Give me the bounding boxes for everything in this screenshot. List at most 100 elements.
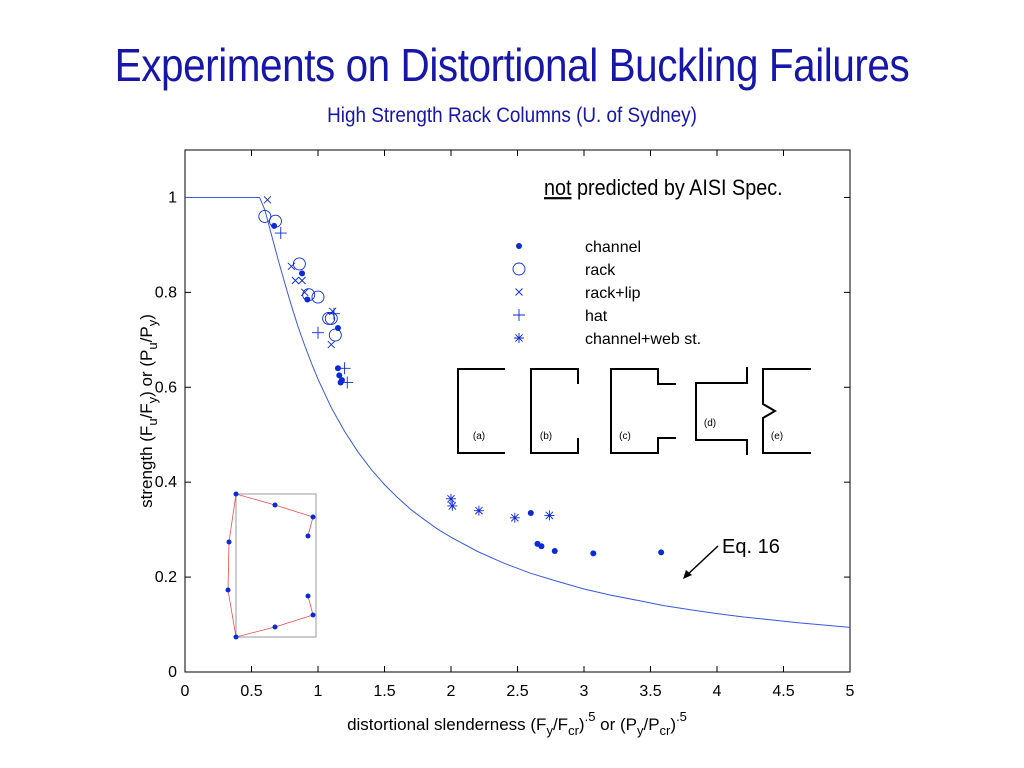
y-axis-label-text: ): [137, 314, 156, 320]
x-axis-label-text: or (P: [595, 715, 637, 734]
buckling-mode-inset: [225, 491, 317, 640]
x-tick-label: 2: [447, 683, 456, 700]
series-rack: [258, 209, 342, 342]
inset-node: [272, 624, 278, 630]
inset-nodes: [225, 491, 316, 640]
aisi-note-underlined: not: [544, 176, 572, 200]
section-a: [457, 368, 505, 454]
data-point: [312, 326, 324, 339]
x-tick-label: 1: [314, 683, 323, 700]
data-point: [336, 372, 343, 379]
eq16-arrowhead: [683, 570, 692, 579]
eq16-arrow-line: [685, 545, 719, 577]
x-axis-label-text: ): [579, 715, 585, 734]
cross-section-sketches: [457, 367, 811, 455]
x-axis-label-sub: y: [637, 723, 644, 738]
y-axis-label-sub: y: [145, 396, 160, 403]
legend-entry: hat: [513, 308, 608, 325]
y-tick-label: 0.8: [155, 284, 177, 301]
legend-entry: channel+web st.: [514, 331, 701, 348]
section-d: [695, 367, 748, 455]
data-point: [551, 547, 558, 554]
data-point: [300, 288, 309, 297]
page-subtitle: High Strength Rack Columns (U. of Sydney…: [327, 104, 697, 127]
data-point: [322, 312, 336, 325]
inset-node: [233, 634, 239, 640]
x-axis-label-text: ): [670, 715, 676, 734]
y-axis-label-sub: u: [145, 342, 160, 349]
y-tick-labels: 0 0.2 0.4 0.6 0.8 1: [155, 189, 177, 681]
section-c: [610, 368, 676, 454]
inset-node: [226, 539, 232, 545]
legend-entry: rack+lip: [515, 285, 641, 302]
y-axis-label-text: /P: [137, 326, 156, 342]
section-labels: (a) (b) (c) (d) (e): [473, 418, 783, 442]
x-axis-label-sup: .5: [585, 709, 596, 724]
inset-node: [233, 491, 239, 497]
x-tick-label: 4.5: [772, 683, 794, 700]
legend-marker: [512, 262, 526, 276]
legend-marker: [515, 288, 523, 296]
section-label: (d): [704, 418, 716, 429]
x-tick-label: 2.5: [506, 683, 528, 700]
data-point: [263, 196, 272, 204]
section-b: [530, 368, 579, 454]
section-label: (b): [540, 431, 552, 442]
data-point: [658, 549, 665, 556]
eq16-curve: [185, 197, 851, 628]
x-axis-label-text: distortional slenderness (F: [347, 715, 546, 734]
data-point: [287, 262, 296, 271]
inset-node: [305, 593, 311, 599]
x-axis-label-sub: cr: [660, 723, 672, 738]
data-point: [338, 377, 345, 384]
series-channel: [271, 222, 665, 557]
x-axis-label-text: /F: [553, 715, 568, 734]
data-point: [258, 209, 272, 223]
data-point: [299, 270, 306, 277]
data-point: [268, 214, 282, 228]
y-axis-label: strength (Fu/Fy) or (Pu/Py): [137, 314, 160, 508]
section-label: (e): [771, 431, 783, 442]
data-point: [328, 328, 342, 342]
data-point: [447, 500, 458, 511]
legend-entry: rack: [512, 262, 616, 279]
y-axis-label-text: ) or (P: [137, 350, 156, 397]
plot-frame: [184, 149, 851, 673]
data-point: [291, 276, 300, 285]
legend-label: rack: [585, 262, 616, 279]
data-point: [341, 376, 354, 389]
x-axis-label-sub: cr: [568, 723, 580, 738]
legend-label: channel: [585, 239, 641, 256]
data-point: [274, 227, 287, 240]
inset-mode-shape: [227, 493, 314, 638]
legend-label: hat: [585, 308, 608, 325]
legend-marker: [513, 309, 525, 321]
inset-node: [310, 612, 316, 618]
page-title: Experiments on Distortional Buckling Fai…: [114, 39, 910, 91]
data-point: [292, 257, 306, 271]
data-point: [327, 340, 336, 349]
y-tick-label: 0.2: [155, 569, 177, 586]
y-tick-label: 0: [168, 664, 177, 681]
inset-node: [272, 502, 278, 508]
y-tick-label: 0.6: [155, 379, 177, 396]
aisi-note-text: predicted by AISI Spec.: [572, 176, 783, 200]
y-tick-label: 1: [168, 189, 177, 206]
data-points: [258, 196, 665, 557]
x-tick-label: 4: [713, 683, 722, 700]
y-axis-label-sub: y: [145, 319, 160, 326]
data-point: [446, 493, 456, 504]
x-tick-label: 3: [580, 683, 589, 700]
x-axis-label: distortional slenderness (Fy/Fcr).5 or (…: [347, 709, 687, 738]
aisi-note: not predicted by AISI Spec.: [544, 176, 783, 200]
inset-node: [225, 587, 231, 593]
data-point: [590, 550, 597, 557]
data-point: [298, 276, 306, 285]
inset-frame: [235, 493, 317, 638]
data-point: [327, 307, 340, 320]
axis-ticks: [184, 150, 851, 673]
x-tick-label: 0.5: [240, 683, 262, 700]
y-axis-label-text: /F: [137, 403, 156, 418]
legend-marker: [516, 243, 522, 249]
